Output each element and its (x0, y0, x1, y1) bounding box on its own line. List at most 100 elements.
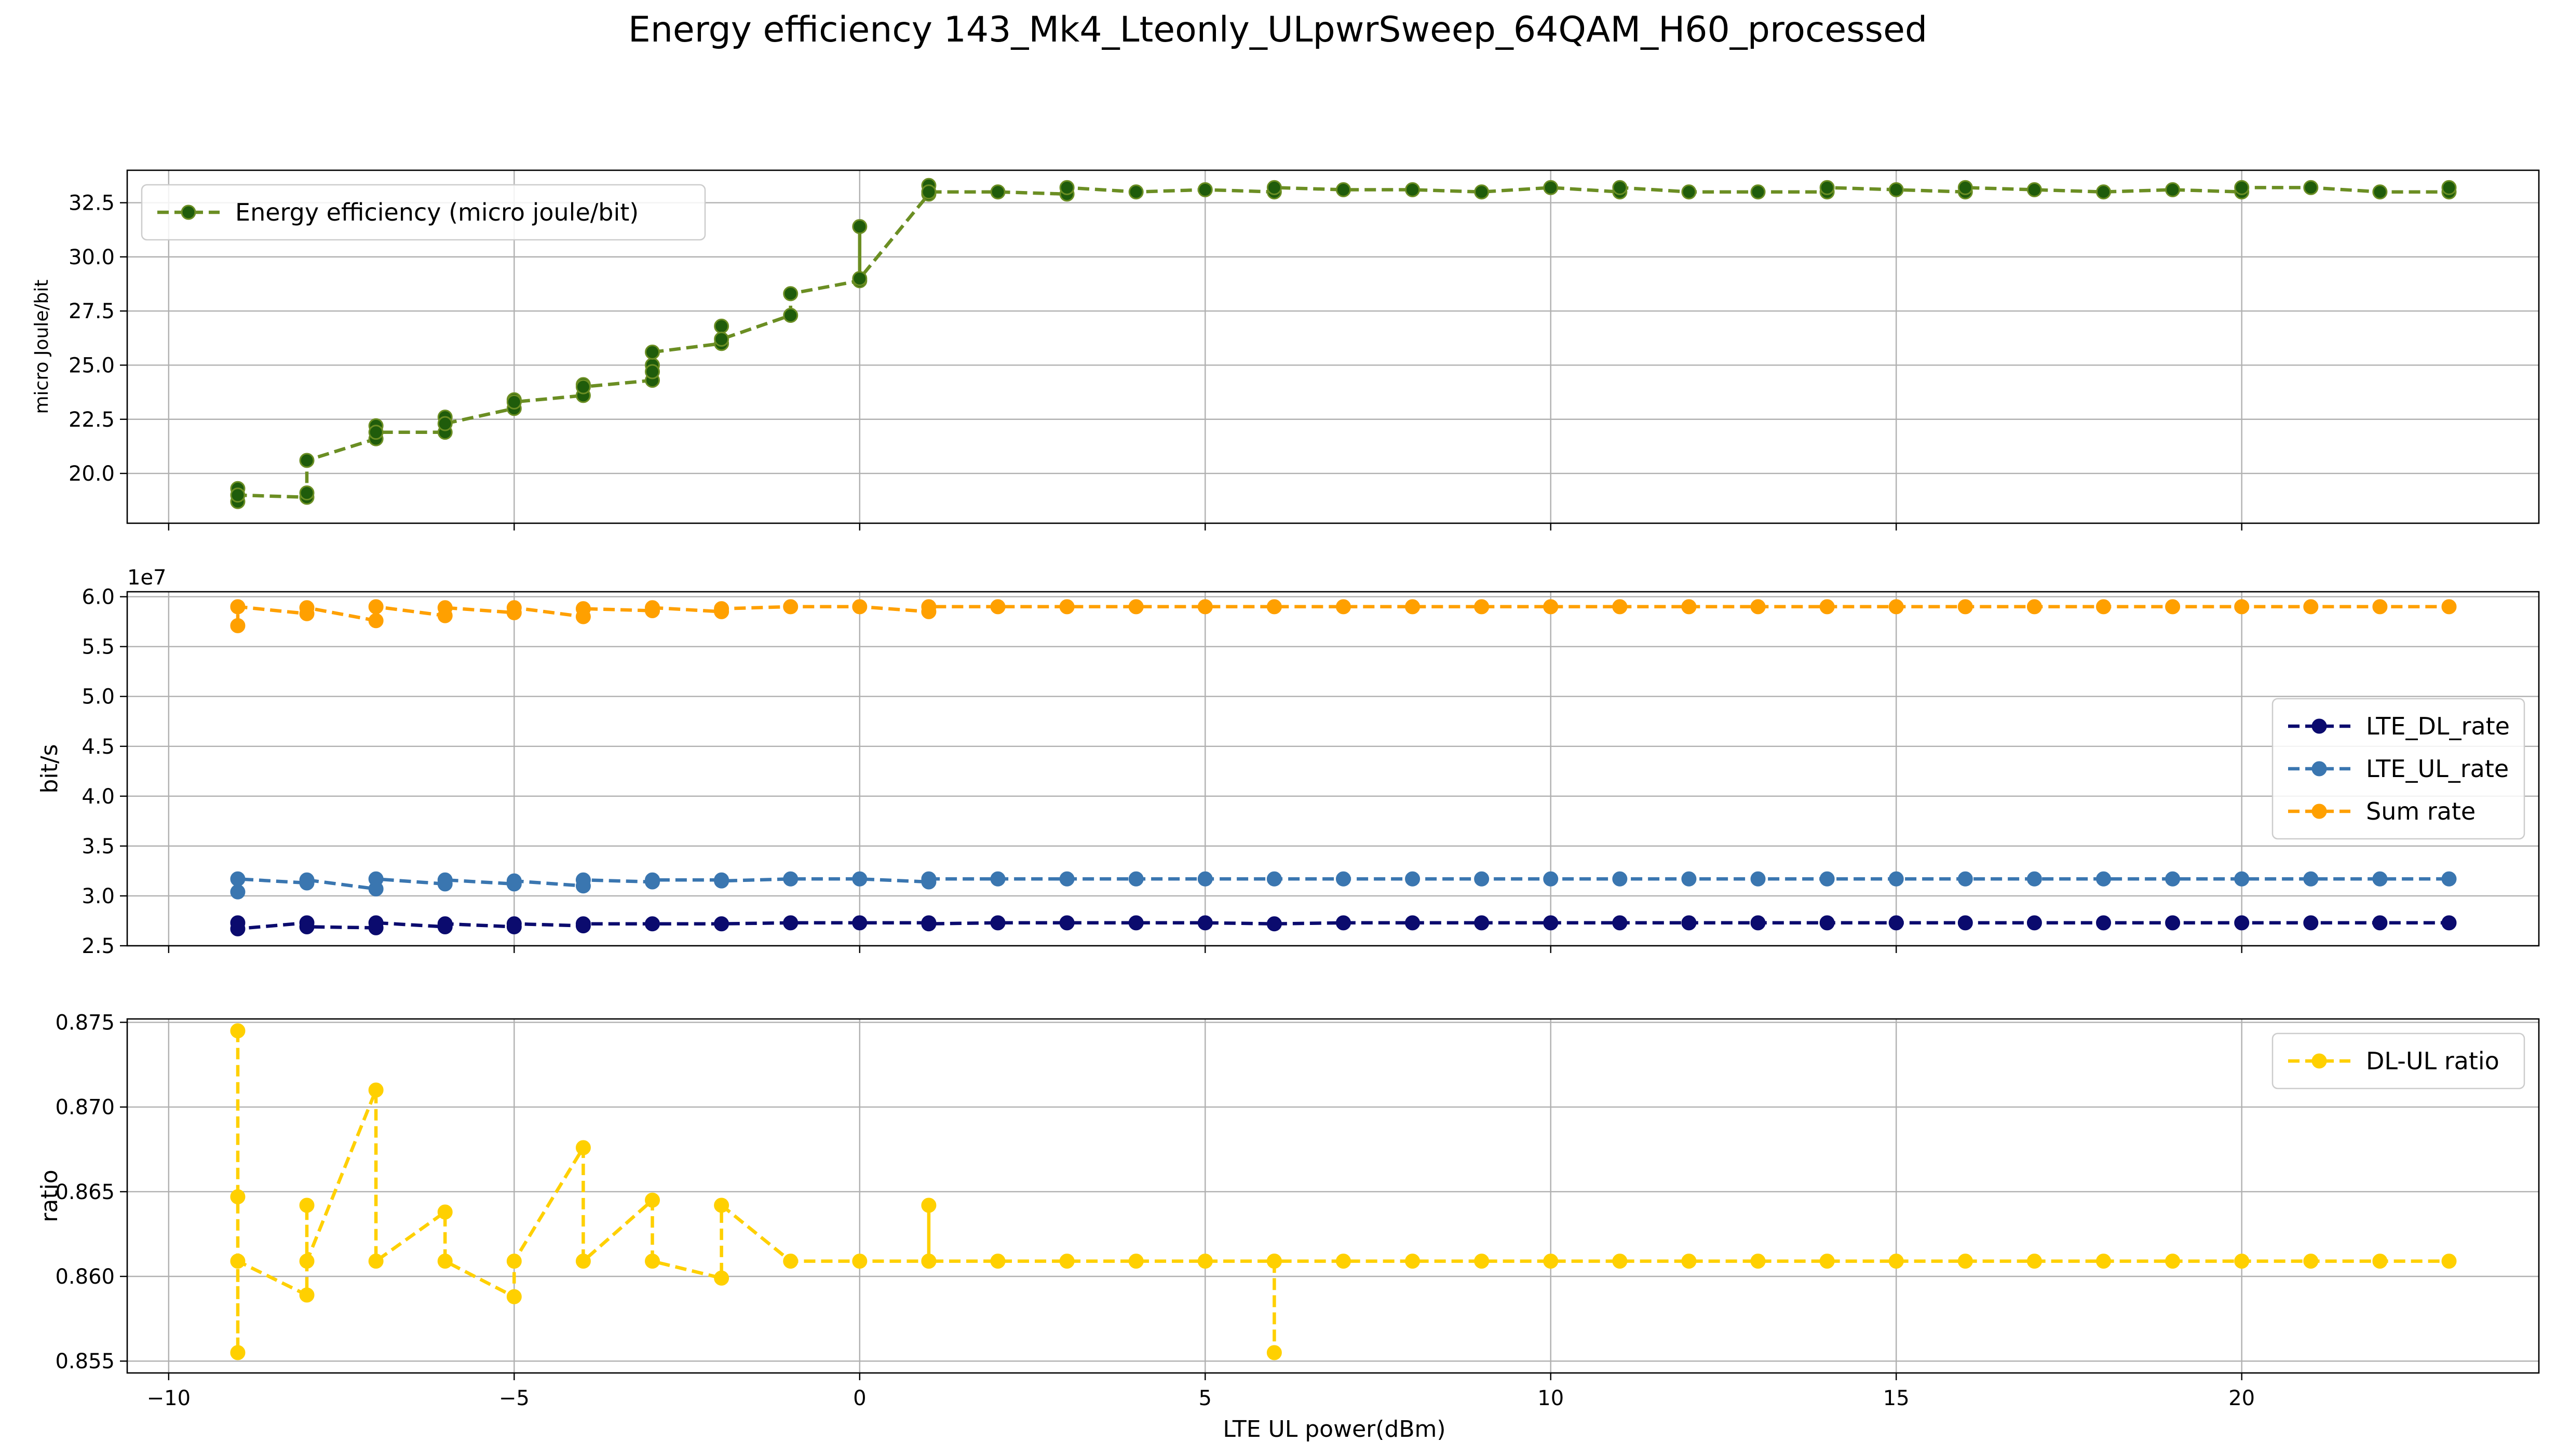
data-point (1197, 599, 1213, 615)
y-tick-label: 27.5 (69, 300, 115, 323)
data-point (2441, 180, 2457, 195)
data-point (1059, 871, 1075, 887)
data-point (1957, 915, 1973, 931)
y-tick-label: 3.5 (82, 835, 115, 859)
data-point (575, 872, 591, 888)
data-point (2165, 1254, 2181, 1269)
data-point (921, 916, 937, 932)
legend-entry-label: DL-UL ratio (2366, 1047, 2499, 1075)
data-point (2372, 915, 2388, 931)
data-point (714, 331, 729, 347)
data-point (1543, 915, 1559, 931)
data-point (1059, 915, 1075, 931)
data-point (368, 871, 384, 887)
figure-title: Energy efficiency 143_Mk4_Lteonly_ULpwrS… (628, 9, 1927, 50)
data-point (1335, 1254, 1351, 1269)
data-point (368, 425, 384, 440)
data-point (2441, 871, 2457, 887)
data-point (1059, 1254, 1075, 1269)
data-point (1957, 1254, 1973, 1269)
data-point (1197, 871, 1213, 887)
data-point (852, 271, 868, 287)
legend-box (2271, 698, 2525, 840)
data-point (1819, 915, 1835, 931)
data-point (1474, 599, 1490, 615)
data-point (1612, 1254, 1628, 1269)
data-point (645, 364, 660, 379)
data-point (299, 872, 315, 888)
data-point (921, 1254, 937, 1269)
data-point (2303, 599, 2319, 615)
data-point (368, 599, 384, 615)
data-point (2096, 1254, 2112, 1269)
ratio-panel: −10 −5 0 5 10 15 20 0.855 0.860 0.865 0.870 0.875 ra… (36, 1011, 2540, 1410)
data-point (368, 1254, 384, 1269)
data-point (921, 871, 937, 887)
data-point (1266, 1254, 1282, 1269)
data-point (645, 916, 660, 932)
data-point (230, 1189, 246, 1205)
data-point (2165, 182, 2181, 198)
data-point (921, 599, 937, 615)
data-point (1266, 871, 1282, 887)
data-point (1128, 599, 1144, 615)
data-point (230, 1345, 246, 1360)
data-point (1888, 915, 1904, 931)
data-point (714, 916, 729, 932)
x-tick-label: 10 (1537, 1386, 1564, 1410)
data-point (990, 871, 1006, 887)
data-point (1612, 180, 1628, 195)
data-point (1059, 599, 1075, 615)
data-point (1197, 1254, 1213, 1269)
data-point (1266, 180, 1282, 195)
data-point (575, 916, 591, 932)
data-point (783, 871, 799, 887)
axes-frame (126, 169, 2540, 524)
data-point (368, 1082, 384, 1098)
data-point (230, 1254, 246, 1269)
data-point (1888, 1254, 1904, 1269)
data-point (1612, 871, 1628, 887)
data-point (437, 416, 453, 431)
data-point (1335, 915, 1351, 931)
data-point (1888, 599, 1904, 615)
data-point (1128, 915, 1144, 931)
data-point (1405, 1254, 1421, 1269)
data-point (990, 1254, 1006, 1269)
legend-swatch-marker (2311, 761, 2327, 777)
data-point (645, 1192, 660, 1208)
data-point (2096, 599, 2112, 615)
data-point (230, 618, 246, 633)
data-point (230, 921, 246, 936)
data-point (2026, 915, 2042, 931)
data-point (2096, 915, 2112, 931)
data-point (783, 1254, 799, 1269)
legend-entry-label: Sum rate (2366, 797, 2476, 825)
data-point (714, 873, 729, 889)
data-point (299, 453, 315, 468)
data-point (575, 601, 591, 617)
data-point (2026, 871, 2042, 887)
x-tick-label: −10 (147, 1386, 191, 1410)
data-point (299, 919, 315, 934)
data-point (714, 1270, 729, 1286)
data-point (1681, 915, 1697, 931)
data-point (2026, 599, 2042, 615)
data-point (645, 344, 660, 360)
data-point (1266, 916, 1282, 932)
data-point (1197, 182, 1213, 198)
data-point (230, 871, 246, 887)
data-point (1750, 599, 1766, 615)
data-point (990, 599, 1006, 615)
data-point (2234, 599, 2250, 615)
data-point (437, 600, 453, 616)
data-point (1128, 184, 1144, 200)
data-point (1612, 915, 1628, 931)
y-axis-label: micro Joule/bit (31, 279, 52, 414)
data-point (2303, 915, 2319, 931)
y-tick-label: 0.865 (55, 1180, 115, 1204)
data-point (2165, 915, 2181, 931)
data-point (1335, 871, 1351, 887)
data-point (506, 1289, 522, 1304)
